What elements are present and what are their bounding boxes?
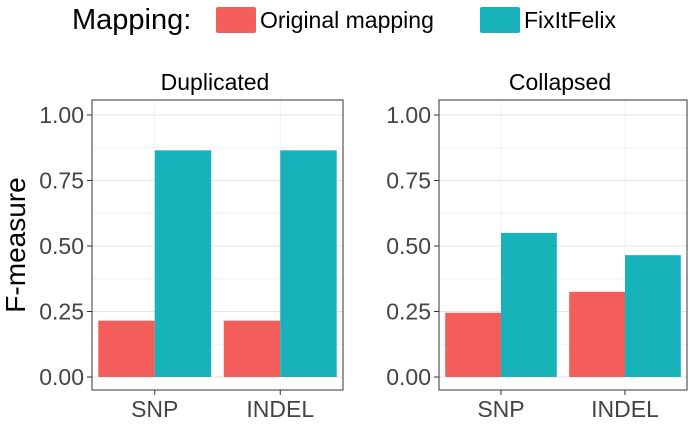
x-tick-label-indel: INDEL (591, 396, 659, 422)
panel-duplicated: Duplicated 0.00 0.25 0.50 0.75 1.00 SNP INDEL (39, 69, 344, 422)
panel-collapsed: Collapsed 0.00 0.25 0.50 0.75 1.00 SNP INDEL (386, 69, 688, 422)
x-tick-label-snp: SNP (477, 396, 524, 422)
y-tick-label: 1.00 (39, 102, 84, 128)
legend: Mapping: Original mapping FixItFelix (72, 4, 617, 36)
bar-duplicated-indel-original (223, 320, 281, 377)
legend-title: Mapping: (72, 4, 191, 36)
bar-collapsed-indel-fixitfelix (625, 255, 681, 377)
y-tick-label: 0.25 (386, 299, 431, 325)
legend-label-fixitfelix: FixItFelix (524, 7, 617, 33)
y-tick-label: 0.00 (39, 364, 84, 390)
panel-border (91, 99, 344, 391)
bar-collapsed-snp-original (445, 312, 501, 377)
y-tick-label: 0.50 (39, 233, 84, 259)
y-tick-label: 0.50 (386, 233, 431, 259)
bar-duplicated-snp-fixitfelix (154, 150, 212, 377)
panel-border (438, 99, 688, 391)
x-tick-label-snp: SNP (131, 396, 178, 422)
panel-title-duplicated: Duplicated (161, 69, 270, 95)
bar-duplicated-snp-original (98, 320, 155, 377)
y-tick-label: 0.25 (39, 299, 84, 325)
y-tick-label: 1.00 (386, 102, 431, 128)
y-tick-label: 0.75 (39, 168, 84, 194)
y-tick-label: 0.75 (386, 168, 431, 194)
bar-collapsed-snp-fixitfelix (501, 232, 557, 377)
bar-duplicated-indel-fixitfelix (280, 150, 337, 377)
y-axis-label: F-measure (0, 177, 31, 312)
legend-swatch-fixitfelix (480, 7, 520, 33)
panel-title-collapsed: Collapsed (509, 69, 611, 95)
legend-swatch-original (216, 7, 256, 33)
bar-collapsed-indel-original (569, 291, 625, 377)
y-tick-label: 0.00 (386, 364, 431, 390)
x-tick-label-indel: INDEL (246, 396, 314, 422)
legend-label-original: Original mapping (260, 7, 434, 33)
